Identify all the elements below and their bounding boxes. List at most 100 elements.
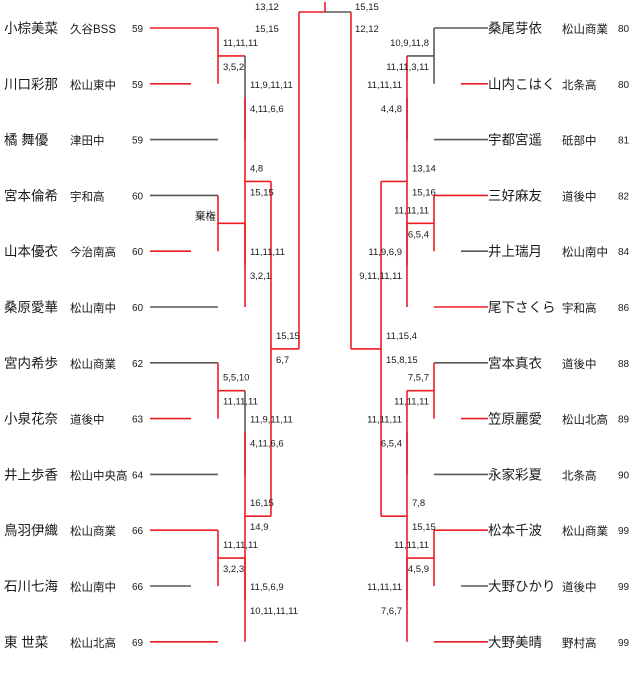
svg-text:松本千波: 松本千波 bbox=[488, 523, 542, 538]
svg-text:11,15,4: 11,15,4 bbox=[386, 331, 417, 342]
svg-text:11,11,11: 11,11,11 bbox=[250, 247, 285, 258]
svg-text:16,15: 16,15 bbox=[250, 498, 274, 509]
svg-text:62: 62 bbox=[132, 359, 144, 370]
svg-text:3,2,1: 3,2,1 bbox=[250, 271, 271, 282]
svg-text:井上歩香: 井上歩香 bbox=[4, 467, 58, 482]
svg-text:66: 66 bbox=[132, 582, 144, 593]
svg-text:山本優衣: 山本優衣 bbox=[4, 244, 58, 259]
svg-text:東 世菜: 東 世菜 bbox=[4, 635, 48, 650]
svg-text:小棕美菜: 小棕美菜 bbox=[4, 21, 58, 36]
svg-text:宇和高: 宇和高 bbox=[562, 301, 597, 315]
svg-text:道後中: 道後中 bbox=[562, 580, 597, 594]
svg-text:11,11,11: 11,11,11 bbox=[367, 415, 402, 426]
svg-text:11,11,11: 11,11,11 bbox=[367, 80, 402, 91]
svg-text:三好麻友: 三好麻友 bbox=[488, 188, 542, 203]
svg-text:59: 59 bbox=[132, 24, 144, 35]
svg-text:永家彩夏: 永家彩夏 bbox=[488, 466, 542, 482]
svg-text:69: 69 bbox=[132, 638, 144, 649]
svg-text:松山中央高: 松山中央高 bbox=[70, 468, 128, 482]
svg-text:道後中: 道後中 bbox=[562, 357, 597, 371]
svg-text:北条高: 北条高 bbox=[562, 468, 597, 482]
svg-text:松山南中: 松山南中 bbox=[70, 301, 116, 315]
svg-text:15,8,15: 15,8,15 bbox=[386, 355, 418, 366]
svg-text:6,7: 6,7 bbox=[276, 355, 289, 366]
svg-text:88: 88 bbox=[618, 359, 630, 370]
svg-text:9,11,11,11: 9,11,11,11 bbox=[359, 271, 402, 282]
svg-text:4,11,6,6: 4,11,6,6 bbox=[250, 104, 284, 115]
svg-text:99: 99 bbox=[618, 526, 630, 537]
svg-text:小泉花奈: 小泉花奈 bbox=[4, 411, 58, 427]
svg-text:11,11,11: 11,11,11 bbox=[367, 582, 402, 593]
svg-text:13,12: 13,12 bbox=[255, 2, 279, 13]
svg-text:桑尾芽依: 桑尾芽依 bbox=[488, 21, 542, 36]
svg-text:宇和高: 宇和高 bbox=[70, 189, 105, 203]
svg-text:尾下さくら: 尾下さくら bbox=[488, 300, 556, 315]
svg-text:6,5,4: 6,5,4 bbox=[381, 439, 402, 450]
svg-text:63: 63 bbox=[132, 415, 144, 426]
svg-text:15,16: 15,16 bbox=[412, 187, 436, 198]
svg-text:井上瑞月: 井上瑞月 bbox=[488, 244, 542, 259]
svg-text:4,4,8: 4,4,8 bbox=[381, 104, 402, 115]
svg-text:笠原麗愛: 笠原麗愛 bbox=[488, 412, 542, 427]
svg-text:7,5,7: 7,5,7 bbox=[408, 373, 429, 384]
svg-text:10,9,11,8: 10,9,11,8 bbox=[390, 38, 429, 49]
svg-text:川口彩那: 川口彩那 bbox=[4, 77, 58, 92]
svg-text:11,11,11: 11,11,11 bbox=[223, 38, 258, 49]
svg-text:6,5,4: 6,5,4 bbox=[408, 229, 429, 240]
svg-text:宮内希歩: 宮内希歩 bbox=[4, 356, 58, 371]
svg-text:松山商業: 松山商業 bbox=[562, 524, 608, 538]
svg-text:90: 90 bbox=[618, 470, 630, 481]
svg-text:99: 99 bbox=[618, 582, 630, 593]
svg-text:11,11,3,11: 11,11,3,11 bbox=[386, 62, 429, 73]
svg-text:松山南中: 松山南中 bbox=[70, 580, 116, 594]
svg-text:松山商業: 松山商業 bbox=[70, 357, 116, 371]
svg-text:60: 60 bbox=[132, 247, 144, 258]
svg-text:64: 64 bbox=[132, 470, 144, 481]
svg-text:84: 84 bbox=[618, 247, 630, 258]
svg-text:86: 86 bbox=[618, 303, 630, 314]
svg-text:松山南中: 松山南中 bbox=[562, 245, 608, 259]
svg-text:5,5,10: 5,5,10 bbox=[223, 373, 249, 384]
svg-text:大野ひかり: 大野ひかり bbox=[488, 579, 556, 594]
svg-text:大野美晴: 大野美晴 bbox=[488, 635, 542, 650]
svg-text:11,9,6,9: 11,9,6,9 bbox=[368, 247, 402, 258]
svg-text:81: 81 bbox=[618, 136, 630, 147]
svg-text:7,8: 7,8 bbox=[412, 498, 425, 509]
svg-text:橘 舞優: 橘 舞優 bbox=[4, 133, 49, 148]
svg-text:7,6,7: 7,6,7 bbox=[381, 606, 402, 617]
svg-text:石川七海: 石川七海 bbox=[4, 579, 58, 594]
svg-text:道後中: 道後中 bbox=[70, 413, 105, 427]
svg-text:北条高: 北条高 bbox=[562, 78, 597, 92]
svg-text:鳥羽伊織: 鳥羽伊織 bbox=[4, 523, 58, 538]
svg-text:80: 80 bbox=[618, 24, 630, 35]
svg-text:15,15: 15,15 bbox=[276, 331, 300, 342]
svg-text:11,11,11: 11,11,11 bbox=[394, 540, 429, 551]
svg-text:11,11,11: 11,11,11 bbox=[223, 540, 258, 551]
svg-text:砥部中: 砥部中 bbox=[562, 134, 597, 148]
svg-text:4,5,9: 4,5,9 bbox=[408, 564, 429, 575]
svg-text:松山北高: 松山北高 bbox=[70, 636, 116, 650]
svg-text:桑原愛華: 桑原愛華 bbox=[4, 300, 58, 315]
svg-text:4,11,6,6: 4,11,6,6 bbox=[250, 439, 284, 450]
svg-text:15,15: 15,15 bbox=[355, 2, 379, 13]
svg-text:11,11,11: 11,11,11 bbox=[394, 205, 429, 216]
svg-text:宮本倫希: 宮本倫希 bbox=[4, 188, 58, 203]
svg-text:82: 82 bbox=[618, 191, 630, 202]
svg-text:15,15: 15,15 bbox=[250, 187, 274, 198]
svg-text:3,5,2: 3,5,2 bbox=[223, 62, 244, 73]
svg-text:12,12: 12,12 bbox=[355, 24, 379, 35]
svg-text:松山北高: 松山北高 bbox=[562, 413, 608, 427]
svg-text:野村高: 野村高 bbox=[562, 636, 597, 650]
svg-text:棄権: 棄権 bbox=[195, 209, 216, 222]
svg-text:山内こはく: 山内こはく bbox=[488, 77, 556, 92]
svg-text:宇都宮遥: 宇都宮遥 bbox=[488, 133, 542, 148]
svg-text:60: 60 bbox=[132, 191, 144, 202]
svg-text:松山商業: 松山商業 bbox=[562, 22, 608, 36]
svg-text:59: 59 bbox=[132, 80, 144, 91]
svg-text:松山商業: 松山商業 bbox=[70, 524, 116, 538]
svg-text:60: 60 bbox=[132, 303, 144, 314]
svg-text:59: 59 bbox=[132, 136, 144, 147]
svg-text:11,11,11: 11,11,11 bbox=[223, 397, 258, 408]
svg-text:道後中: 道後中 bbox=[562, 189, 597, 203]
svg-text:11,5,6,9: 11,5,6,9 bbox=[250, 582, 284, 593]
